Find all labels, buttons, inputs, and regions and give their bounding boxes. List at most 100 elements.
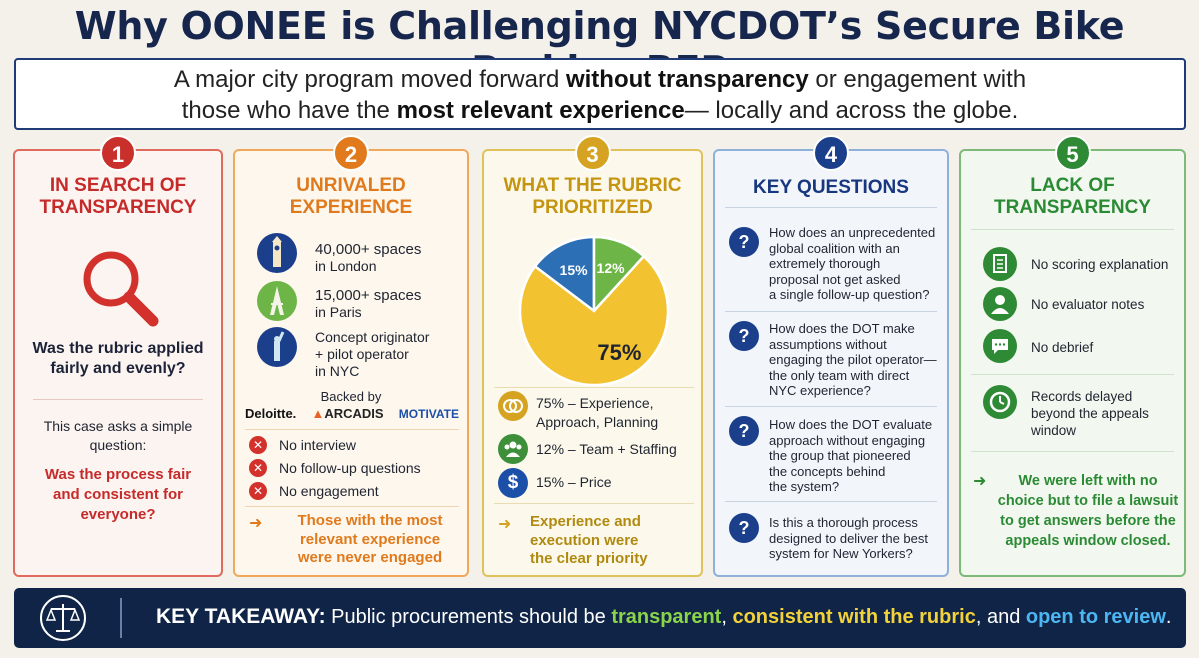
- question-mark-icon: ?: [729, 513, 759, 543]
- rubric-conclusion: Experience and execution were the clear …: [530, 513, 700, 569]
- missing-label: Records delayed beyond the appeals windo…: [1031, 388, 1149, 439]
- negative-label: No follow-up questions: [279, 460, 421, 476]
- arrow-right-icon: ➜: [498, 516, 512, 533]
- rubric-question: Was the rubric applied fairly and evenly…: [15, 339, 221, 379]
- divider: [971, 374, 1174, 375]
- subtitle-emphasis: without transparency: [565, 66, 809, 93]
- experience-value: + pilot operator: [315, 346, 409, 362]
- question-line: the only team with direct: [769, 367, 910, 383]
- case-intro: This case asks a simple question:: [15, 417, 221, 455]
- conclusion-line: execution were: [530, 531, 639, 549]
- question-line: global coalition with an: [769, 240, 900, 256]
- conclusion-line: choice but to file a lawsuit: [997, 493, 1179, 509]
- legend-line: 75% – Experience,: [536, 395, 654, 411]
- heading-line: TRANSPARENCY: [39, 197, 197, 218]
- heading-line: PRIORITIZED: [532, 197, 653, 218]
- takeaway-highlight-open: open to review: [1025, 606, 1166, 628]
- experience-location: in Paris: [315, 304, 362, 320]
- question-mark-icon: ?: [729, 321, 759, 351]
- divider: [120, 598, 122, 638]
- question-mark-icon: ?: [729, 227, 759, 257]
- eiffel-tower-icon: [257, 281, 297, 321]
- divider: [725, 311, 937, 312]
- question-line: Was the process fair: [44, 466, 192, 483]
- subtitle-text: or engagement with: [808, 66, 1027, 93]
- x-circle-icon: ✕: [249, 482, 267, 500]
- experience-location: in London: [315, 258, 377, 274]
- conclusion-line: relevant experience: [299, 530, 441, 548]
- question-line: the group that pioneered: [769, 448, 911, 463]
- takeaway-segment: Public procurements should be: [325, 606, 612, 628]
- column-number: 1: [100, 135, 136, 171]
- divider: [725, 501, 937, 502]
- conclusion-line: appeals window closed.: [1005, 533, 1171, 549]
- question-line: approach without engaging: [769, 432, 926, 448]
- question-line: the system?: [769, 479, 840, 494]
- experience-conclusion: Those with the most relevant experience …: [275, 512, 465, 568]
- column-number: 4: [813, 135, 849, 171]
- column-heading: IN SEARCH OF TRANSPARENCY: [15, 175, 221, 219]
- question-line: NYC experience?: [769, 383, 871, 398]
- fairness-question: Was the process fair and consistent for …: [15, 465, 221, 525]
- deloitte-logo: Deloitte.: [245, 406, 297, 421]
- lawsuit-conclusion: We were left with no choice but to file …: [993, 471, 1183, 551]
- takeaway-highlight-transparent: transparent: [611, 606, 722, 628]
- column-lack-of-transparency: 5 LACK OF TRANSPARENCY No scoring explan…: [959, 135, 1186, 577]
- divider: [494, 387, 694, 388]
- question-line: and consistent for: [52, 486, 183, 503]
- divider: [245, 506, 459, 507]
- question-text: How does the DOT make assumptions withou…: [769, 321, 941, 399]
- question-line: Was the rubric applied: [32, 340, 204, 357]
- heading-line: WHAT THE RUBRIC: [503, 175, 682, 196]
- experience-label: 40,000+ spaces in London: [315, 241, 421, 275]
- negative-label: No interview: [279, 437, 357, 453]
- magnifying-glass-icon: [83, 251, 159, 327]
- question-line: the concepts behind: [769, 463, 886, 479]
- subtitle-text: A major city program moved forward: [173, 66, 566, 93]
- subtitle-text: — locally and across the globe.: [684, 97, 1019, 124]
- heading-line: TRANSPARENCY: [994, 197, 1151, 218]
- conclusion-line: the clear priority: [530, 550, 648, 567]
- column-heading: KEY QUESTIONS: [753, 177, 909, 198]
- x-circle-icon: ✕: [249, 436, 267, 454]
- missing-label: No debrief: [1031, 340, 1094, 355]
- missing-label: No scoring explanation: [1031, 257, 1169, 272]
- conclusion-line: We were left with no: [1018, 473, 1158, 489]
- conclusion-line: Experience and: [530, 513, 641, 530]
- experience-label: Concept originator + pilot operator in N…: [315, 329, 429, 380]
- column-experience: 2 UNRIVALED EXPERIENCE 40,000+ spaces in…: [233, 135, 469, 577]
- question-line: How does the DOT evaluate: [769, 417, 933, 432]
- question-line: engaging the pilot operator—: [769, 352, 937, 367]
- divider: [494, 503, 694, 504]
- heading-line: IN SEARCH OF: [49, 175, 187, 196]
- clock-icon: [983, 385, 1017, 419]
- pie-label-price: 15%: [560, 262, 589, 278]
- heading-line: EXPERIENCE: [289, 197, 413, 218]
- column-transparency-search: 1 IN SEARCH OF TRANSPARENCY Was the rubr…: [13, 135, 223, 577]
- big-ben-icon: [257, 233, 297, 273]
- divider: [245, 429, 459, 430]
- statue-of-liberty-icon: [257, 327, 297, 367]
- heading-line: UNRIVALED: [296, 175, 406, 196]
- question-mark-icon: ?: [729, 416, 759, 446]
- question-line: How does an unprecedented: [769, 225, 936, 240]
- legend-label: 75% – Experience, Approach, Planning: [536, 394, 658, 432]
- missing-line: Records delayed: [1031, 389, 1133, 404]
- experience-value: Concept originator: [315, 329, 430, 345]
- document-icon: [983, 247, 1017, 281]
- conclusion-line: Those with the most: [297, 512, 443, 529]
- conclusion-line: were never engaged: [297, 549, 443, 566]
- question-text: Is this a thorough process designed to d…: [769, 515, 941, 562]
- column-number: 2: [333, 135, 369, 171]
- slice-experience: [518, 254, 670, 387]
- experience-value: 15,000+ spaces: [315, 287, 422, 304]
- subtitle-emphasis: most relevant experience: [396, 97, 685, 124]
- question-line: designed to deliver the best: [769, 530, 928, 546]
- takeaway-segment: .: [1165, 606, 1172, 628]
- arrow-right-icon: ➜: [249, 515, 263, 532]
- subtitle-line-2: those who have the most relevant experie…: [16, 95, 1184, 126]
- column-heading: WHAT THE RUBRIC PRIORITIZED: [484, 175, 701, 219]
- x-circle-icon: ✕: [249, 459, 267, 477]
- intro-line: This case asks a simple: [43, 418, 193, 434]
- key-takeaway-banner: KEY TAKEAWAY: Public procurements should…: [14, 588, 1186, 648]
